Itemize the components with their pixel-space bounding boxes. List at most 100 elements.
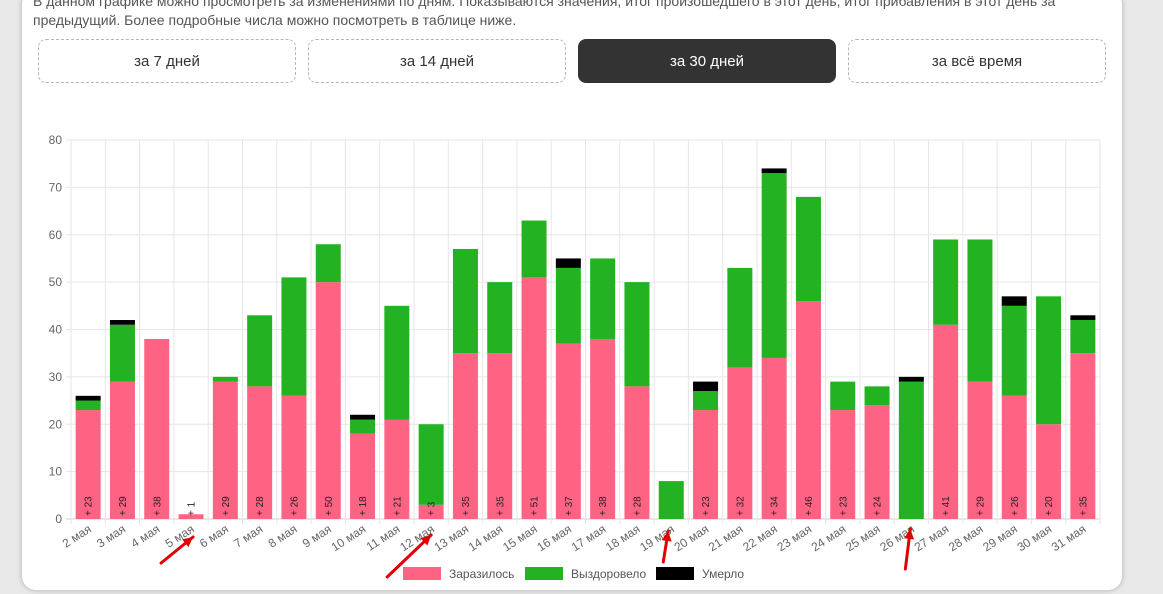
bar-value-label: + 1 <box>187 501 198 516</box>
bar-segment-recovered <box>795 196 821 302</box>
bar-value-label: + 46 <box>804 496 815 516</box>
bar-segment-infected <box>315 282 341 519</box>
description-line-1: В данном графике можно просмотреть за из… <box>33 0 1056 9</box>
x-tick-label: 25 мая <box>843 522 883 554</box>
legend-swatch-died <box>656 567 694 580</box>
bar-segment-recovered <box>350 419 376 434</box>
x-tick-label: 23 мая <box>774 522 814 554</box>
bar-segment-infected <box>1070 353 1096 519</box>
x-tick-label: 22 мая <box>740 522 780 554</box>
y-tick-label: 50 <box>49 275 63 289</box>
bar-segment-recovered <box>315 244 341 283</box>
legend-swatch-recovered <box>525 567 563 580</box>
x-tick-label: 19 мая <box>637 522 677 554</box>
bar-segment-infected <box>590 338 616 519</box>
bar-segment-died <box>350 414 376 420</box>
bar-segment-recovered <box>521 220 547 278</box>
bar-segment-recovered <box>384 305 410 420</box>
x-tick-label: 8 мая <box>266 522 300 551</box>
y-tick-label: 10 <box>49 465 63 479</box>
bar-value-label: + 41 <box>941 496 952 516</box>
bar-value-label: + 28 <box>632 496 643 516</box>
bar-segment-died <box>555 258 581 268</box>
legend-label-died: Умерло <box>702 567 744 581</box>
x-tick-label: 29 мая <box>980 522 1020 554</box>
tab-7-days[interactable]: за 7 дней <box>38 39 296 83</box>
bar-value-label: + 23 <box>84 496 95 516</box>
tab-14-days[interactable]: за 14 дней <box>308 39 566 83</box>
bar-segment-infected <box>212 381 238 519</box>
legend-label-infected: Заразилось <box>449 567 514 581</box>
x-tick-label: 28 мая <box>946 522 986 554</box>
x-tick-label: 15 мая <box>500 522 540 554</box>
bar-segment-infected <box>864 405 890 519</box>
bar-segment-died <box>109 320 135 325</box>
bar-value-label: + 29 <box>975 496 986 516</box>
bar-segment-died <box>1001 296 1027 306</box>
bar-value-label: + 21 <box>392 496 403 516</box>
tab-all-time[interactable]: за всё время <box>848 39 1106 83</box>
bar-segment-recovered <box>933 239 959 325</box>
bar-segment-infected <box>693 410 719 519</box>
x-tick-label: 6 мая <box>197 522 231 551</box>
bar-value-label: + 29 <box>118 496 129 516</box>
bar-value-label: + 29 <box>221 496 232 516</box>
bar-segment-recovered <box>75 400 101 411</box>
x-tick-label: 21 мая <box>706 522 746 554</box>
bar-segment-infected <box>795 301 821 519</box>
x-tick-label: 9 мая <box>300 522 334 551</box>
bar-segment-infected <box>624 386 650 519</box>
annotation-arrowhead <box>661 531 672 542</box>
bar-segment-infected <box>967 381 993 519</box>
bar-value-label: + 23 <box>701 496 712 516</box>
bar-segment-recovered <box>727 267 753 368</box>
bar-segment-infected <box>144 338 170 519</box>
annotation-arrowhead <box>904 529 915 540</box>
annotation-arrowhead <box>420 535 432 546</box>
bar-segment-infected <box>350 433 376 519</box>
bar-value-label: + 38 <box>152 496 163 516</box>
x-tick-label: 18 мая <box>603 522 643 554</box>
bar-segment-infected <box>521 277 547 519</box>
x-tick-label: 13 мая <box>431 522 471 554</box>
y-tick-label: 60 <box>49 228 63 242</box>
bar-segment-recovered <box>1070 320 1096 354</box>
bar-segment-recovered <box>761 173 787 358</box>
y-tick-label: 40 <box>49 323 63 337</box>
bar-segment-infected <box>555 343 581 519</box>
bar-value-label: + 24 <box>873 496 884 516</box>
bar-segment-recovered <box>1001 305 1027 396</box>
bar-segment-recovered <box>693 391 719 411</box>
tab-30-days[interactable]: за 30 дней <box>578 39 836 83</box>
y-tick-label: 80 <box>49 133 63 147</box>
bar-segment-recovered <box>452 248 478 354</box>
x-tick-label: 24 мая <box>809 522 849 554</box>
bar-value-label: + 38 <box>598 496 609 516</box>
y-tick-label: 70 <box>49 180 63 194</box>
bar-value-label: + 26 <box>289 496 300 516</box>
x-tick-label: 20 мая <box>672 522 712 554</box>
bar-segment-infected <box>178 514 204 519</box>
x-tick-label: 17 мая <box>569 522 609 554</box>
bar-value-label: + 50 <box>324 496 335 516</box>
bar-value-label: + 26 <box>1010 496 1021 516</box>
x-tick-label: 2 мая <box>60 522 94 551</box>
bar-value-label: + 35 <box>495 496 506 516</box>
x-tick-label: 16 мая <box>534 522 574 554</box>
x-tick-label: 4 мая <box>128 522 162 551</box>
chart-description: В данном графике можно просмотреть за из… <box>33 0 1113 30</box>
bar-segment-recovered <box>1036 296 1062 425</box>
bar-segment-infected <box>384 419 410 519</box>
bar-value-label: + 23 <box>838 496 849 516</box>
bar-value-label: + 51 <box>530 496 541 516</box>
bar-segment-recovered <box>658 481 684 519</box>
x-tick-label: 14 мая <box>466 522 506 554</box>
bar-segment-died <box>898 376 924 382</box>
y-tick-label: 0 <box>55 512 62 526</box>
x-tick-label: 27 мая <box>912 522 952 554</box>
annotation-arrow <box>385 533 433 579</box>
annotation-arrowhead <box>182 537 194 548</box>
bar-value-label: + 18 <box>358 496 369 516</box>
x-tick-label: 30 мая <box>1015 522 1055 554</box>
